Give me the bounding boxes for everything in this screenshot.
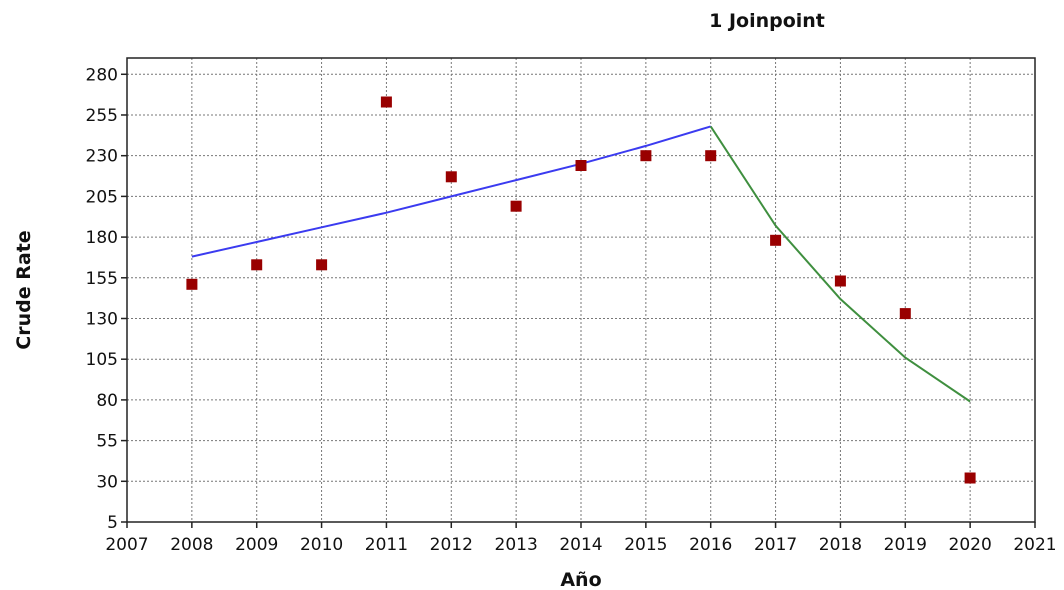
x-axis-label: Año	[560, 569, 601, 590]
x-tick-label: 2009	[235, 535, 278, 555]
x-tick-label: 2021	[1013, 535, 1056, 555]
x-tick-label: 2016	[689, 535, 732, 555]
y-tick-label: 180	[86, 228, 118, 248]
observed-point	[445, 171, 457, 183]
observed-point	[640, 150, 652, 162]
observed-point	[770, 234, 782, 246]
y-tick-label: 30	[96, 472, 118, 492]
observed-point	[251, 259, 263, 271]
x-axis-ticks: 2007 2008 2009 2010 2011 2012 2013 2014 2015 2016…	[105, 522, 1057, 555]
grid	[127, 58, 1035, 522]
observed-point	[899, 308, 911, 320]
chart-title: 1 Joinpoint	[709, 10, 825, 32]
x-tick-label: 2018	[819, 535, 862, 555]
y-tick-label: 230	[86, 147, 118, 167]
x-tick-label: 2019	[884, 535, 927, 555]
trend-segments	[191, 125, 971, 403]
y-tick-label: 255	[86, 106, 118, 126]
observed-point	[575, 160, 587, 171]
x-tick-label: 2015	[624, 535, 667, 555]
x-tick-label: 2007	[105, 535, 148, 555]
x-tick-label: 2010	[300, 535, 343, 555]
x-tick-label: 2011	[365, 535, 408, 555]
y-axis-label: Crude Rate	[13, 230, 35, 349]
y-tick-label: 155	[86, 269, 118, 289]
y-tick-label: 280	[86, 65, 118, 85]
observed-point	[186, 278, 198, 290]
x-tick-label: 2012	[430, 535, 473, 555]
observed-points	[186, 96, 976, 484]
y-tick-label: 80	[96, 391, 118, 411]
y-tick-label: 55	[96, 432, 118, 452]
observed-point	[510, 200, 522, 212]
y-tick-label: 5	[107, 513, 118, 533]
x-tick-label: 2013	[495, 535, 538, 555]
y-tick-label: 105	[86, 350, 118, 370]
y-tick-label: 205	[86, 187, 118, 207]
observed-point	[964, 472, 976, 484]
observed-point	[834, 275, 846, 287]
y-axis-ticks: 5 30 55 80 105 130 155 180 205 230 255 280	[86, 65, 127, 533]
trend-segment-2	[709, 125, 971, 403]
trend-segment-1	[191, 125, 711, 258]
x-tick-label: 2014	[559, 535, 602, 555]
observed-point	[316, 259, 328, 271]
observed-point	[705, 150, 717, 162]
x-tick-label: 2008	[170, 535, 213, 555]
y-tick-label: 130	[86, 309, 118, 329]
observed-point	[380, 96, 392, 108]
x-tick-label: 2020	[949, 535, 992, 555]
x-tick-label: 2017	[754, 535, 797, 555]
